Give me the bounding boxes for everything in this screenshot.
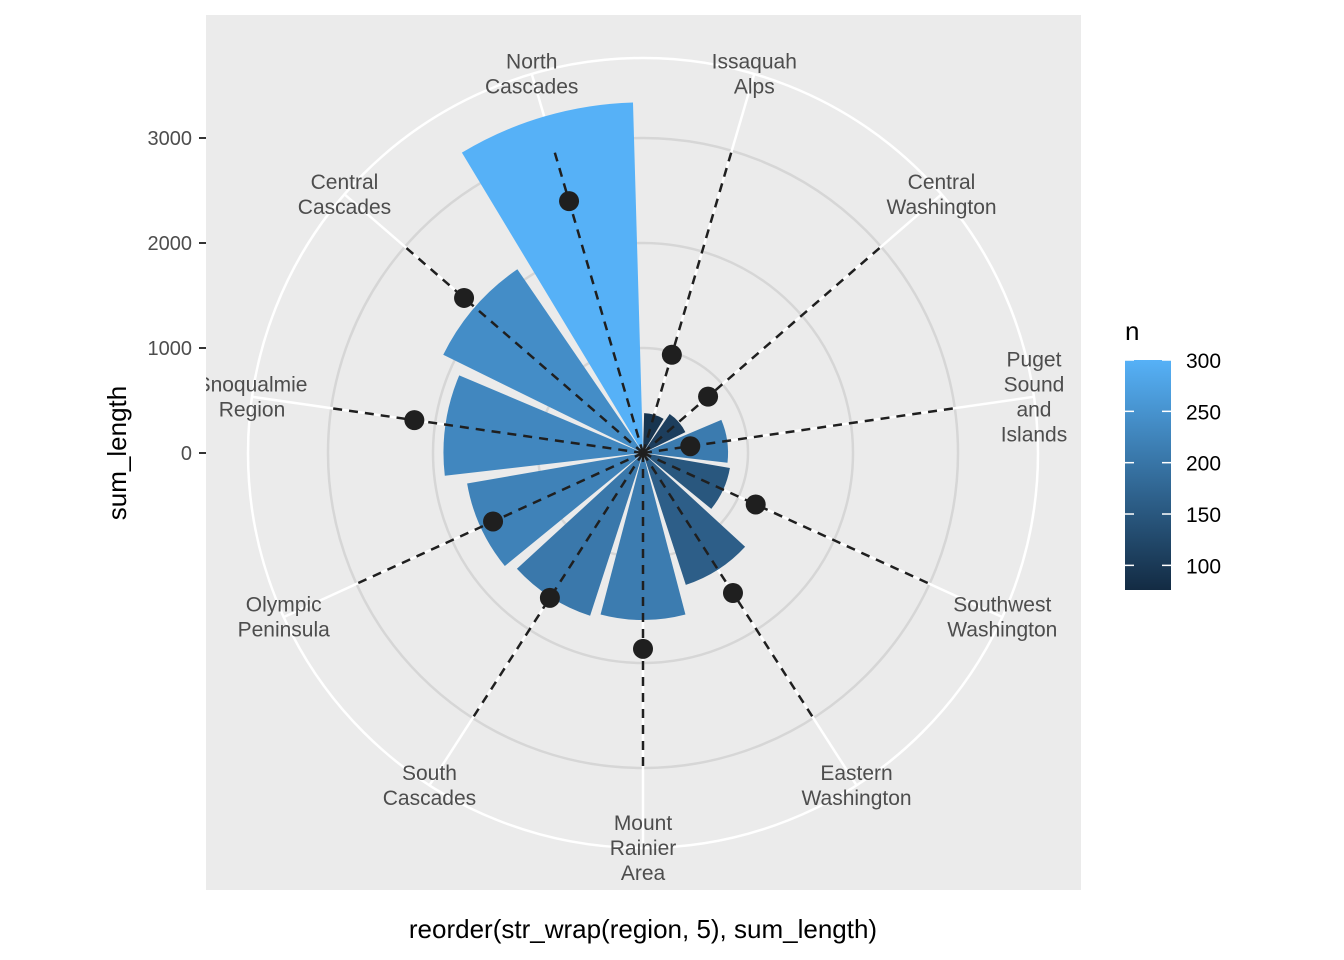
- legend-tick-label: 250: [1186, 401, 1221, 424]
- x-axis-title: reorder(str_wrap(region, 5), sum_length): [409, 914, 877, 944]
- point: [661, 344, 682, 365]
- legend-title: n: [1125, 316, 1139, 346]
- point: [539, 587, 560, 608]
- y-tick-label: 3000: [148, 128, 193, 150]
- category-label: North Cascades: [485, 51, 578, 99]
- dashed-segment: [355, 451, 644, 585]
- category-labels: Issaquah Alps Central Washington Puget Sound a…: [197, 51, 1068, 885]
- dashed-segment: [641, 150, 733, 454]
- category-label: Issaquah Alps: [712, 51, 797, 99]
- bars: [443, 102, 746, 620]
- category-label: Snoqualmie Region: [197, 373, 308, 421]
- bar: [443, 375, 643, 476]
- point: [404, 410, 425, 431]
- y-tick-label: 0: [181, 443, 192, 465]
- legend-tick-label: 100: [1186, 555, 1221, 578]
- legend-colorbar: [1125, 360, 1171, 590]
- category-label: Mount Rainier Area: [610, 812, 677, 885]
- point: [745, 494, 766, 515]
- dashed-segment: [642, 245, 882, 454]
- point: [483, 511, 504, 532]
- point: [680, 436, 701, 457]
- bar: [643, 453, 730, 509]
- panel-content: Issaquah Alps Central Washington Puget Sound a…: [197, 51, 1068, 885]
- y-tick-label: 2000: [148, 233, 193, 255]
- dashed-segment: [404, 245, 644, 454]
- bar: [643, 453, 746, 585]
- category-label: Olympic Peninsula: [238, 594, 331, 642]
- bar: [643, 413, 664, 453]
- category-label: Central Cascades: [298, 171, 391, 219]
- color-legend: n 300 250 200 150 100: [1125, 316, 1221, 590]
- y-tick-label: 1000: [148, 338, 193, 360]
- category-label: Puget Sound and Islands: [1001, 348, 1068, 446]
- dashed-segment: [641, 452, 815, 719]
- legend-tick-label: 200: [1186, 453, 1221, 476]
- bar: [461, 102, 643, 453]
- bar: [443, 269, 643, 453]
- category-label: Southwest Washington: [947, 594, 1057, 642]
- category-label: Central Washington: [886, 171, 996, 219]
- y-axis-title: sum_length: [102, 386, 132, 520]
- legend-tick-label: 150: [1186, 504, 1221, 527]
- category-label: Eastern Washington: [801, 762, 911, 810]
- point: [454, 287, 475, 308]
- dashed-segment: [642, 451, 931, 585]
- points: [404, 191, 766, 659]
- legend-ticks: 300 250 200 150 100: [1125, 350, 1221, 578]
- point: [698, 386, 719, 407]
- bar: [643, 413, 686, 453]
- dashed-segment: [331, 406, 644, 455]
- dashed-segment: [471, 452, 645, 719]
- bar: [467, 453, 643, 566]
- bar: [516, 453, 643, 616]
- category-label: South Cascades: [383, 762, 476, 810]
- point: [722, 583, 743, 604]
- legend-tick-label: 300: [1186, 350, 1221, 373]
- point: [633, 638, 653, 659]
- y-axis: 0 1000 2000 3000: [148, 128, 206, 465]
- point: [559, 191, 580, 212]
